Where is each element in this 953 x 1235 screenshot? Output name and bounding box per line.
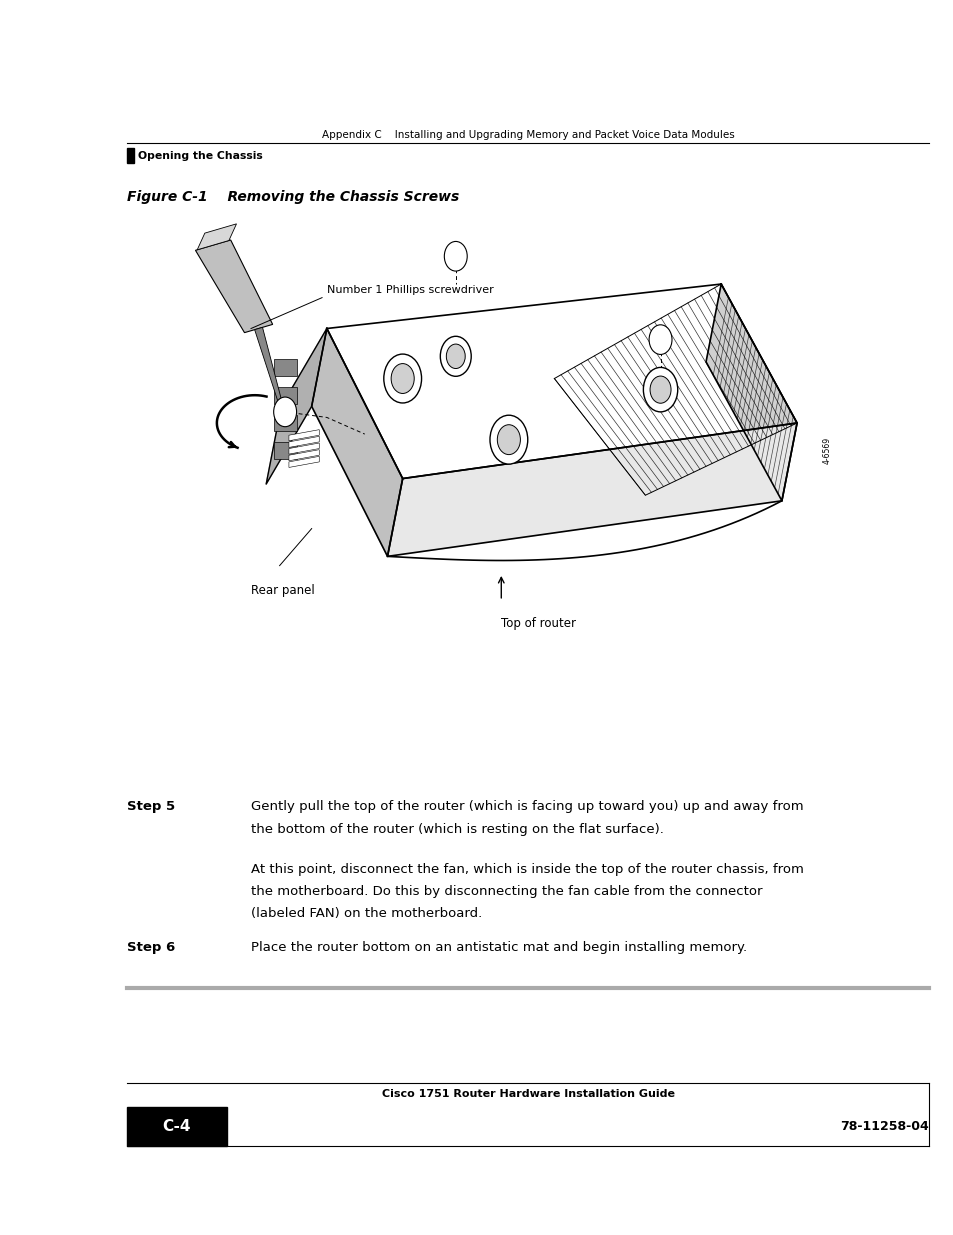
- Polygon shape: [274, 387, 296, 404]
- Polygon shape: [705, 284, 796, 501]
- Text: (labeled FAN) on the motherboard.: (labeled FAN) on the motherboard.: [251, 906, 481, 920]
- Polygon shape: [289, 436, 319, 447]
- Polygon shape: [274, 359, 296, 375]
- Polygon shape: [274, 442, 296, 459]
- Circle shape: [446, 345, 465, 368]
- Circle shape: [383, 354, 421, 403]
- Text: Step 5: Step 5: [127, 800, 174, 814]
- Text: Opening the Chassis: Opening the Chassis: [138, 151, 263, 161]
- Text: Figure C-1: Figure C-1: [127, 190, 208, 204]
- Bar: [127, 1107, 227, 1146]
- Text: At this point, disconnect the fan, which is inside the top of the router chassis: At this point, disconnect the fan, which…: [251, 862, 803, 876]
- Circle shape: [274, 398, 296, 427]
- Text: the motherboard. Do this by disconnecting the fan cable from the connector: the motherboard. Do this by disconnectin…: [251, 884, 761, 898]
- Circle shape: [440, 336, 471, 377]
- Circle shape: [391, 363, 414, 394]
- Polygon shape: [195, 240, 273, 332]
- Text: Place the router bottom on an antistatic mat and begin installing memory.: Place the router bottom on an antistatic…: [251, 941, 746, 955]
- Polygon shape: [327, 284, 796, 479]
- Polygon shape: [289, 430, 319, 441]
- Text: Removing the Chassis Screws: Removing the Chassis Screws: [208, 190, 458, 204]
- Text: 4-6569: 4-6569: [822, 437, 831, 464]
- Text: Top of router: Top of router: [500, 618, 576, 631]
- Polygon shape: [387, 424, 796, 557]
- Polygon shape: [274, 415, 296, 431]
- Text: Rear panel: Rear panel: [251, 584, 314, 598]
- Text: Step 6: Step 6: [127, 941, 175, 955]
- Circle shape: [444, 242, 467, 272]
- Text: the bottom of the router (which is resting on the flat surface).: the bottom of the router (which is resti…: [251, 823, 663, 836]
- Text: Appendix C    Installing and Upgrading Memory and Packet Voice Data Modules: Appendix C Installing and Upgrading Memo…: [321, 130, 734, 140]
- Text: Gently pull the top of the router (which is facing up toward you) up and away fr: Gently pull the top of the router (which…: [251, 800, 802, 814]
- Bar: [127, 148, 133, 163]
- Polygon shape: [312, 329, 402, 557]
- Circle shape: [649, 375, 670, 404]
- Polygon shape: [266, 329, 327, 484]
- Polygon shape: [289, 457, 319, 468]
- Polygon shape: [197, 224, 236, 249]
- Text: 78-11258-04: 78-11258-04: [840, 1120, 928, 1132]
- Text: Cisco 1751 Router Hardware Installation Guide: Cisco 1751 Router Hardware Installation …: [381, 1089, 674, 1099]
- Polygon shape: [289, 443, 319, 454]
- Text: C-4: C-4: [163, 1119, 191, 1134]
- Text: Number 1 Phillips screwdriver: Number 1 Phillips screwdriver: [327, 285, 493, 295]
- Circle shape: [648, 325, 671, 354]
- Polygon shape: [289, 450, 319, 461]
- Circle shape: [642, 368, 677, 412]
- Polygon shape: [254, 327, 283, 406]
- Circle shape: [490, 415, 527, 464]
- Circle shape: [497, 425, 520, 454]
